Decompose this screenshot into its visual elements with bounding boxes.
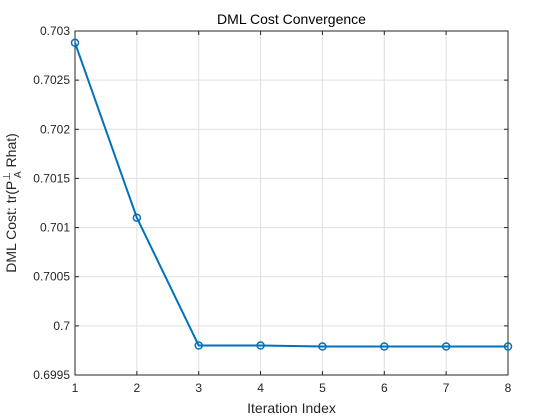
axes-box bbox=[74, 30, 509, 376]
series-line bbox=[74, 42, 508, 348]
y-axis-label-rest: Rhat) bbox=[3, 133, 19, 171]
x-tick-label: 6 bbox=[381, 381, 388, 395]
data-point bbox=[256, 341, 265, 350]
data-point bbox=[380, 342, 389, 351]
y-tick-label: 0.7005 bbox=[33, 270, 70, 284]
data-point bbox=[503, 342, 513, 351]
data-point bbox=[441, 342, 451, 351]
plot-area bbox=[75, 31, 508, 375]
y-tick-label: 0.7015 bbox=[33, 171, 70, 185]
data-point bbox=[70, 38, 80, 48]
x-tick-label: 8 bbox=[505, 381, 512, 395]
series-group bbox=[70, 38, 513, 351]
y-tick-label: 0.701 bbox=[40, 221, 70, 235]
data-point bbox=[132, 213, 142, 222]
y-axis-label: DML Cost: tr(P⊥A Rhat) bbox=[2, 133, 24, 273]
data-point bbox=[194, 341, 203, 350]
y-tick-label: 0.7 bbox=[53, 319, 70, 333]
x-tick-label: 3 bbox=[195, 381, 202, 395]
x-axis-ticks: 1 2 3 4 5 6 7 8 bbox=[72, 31, 512, 395]
y-axis-ticks: 0.6995 0.7 0.7005 0.701 0.7015 0.702 0.7025 0.7… bbox=[33, 24, 508, 382]
y-axis-label-main: DML Cost: tr(P bbox=[3, 181, 19, 273]
y-axis-label-superscript: ⊥ bbox=[2, 172, 13, 181]
chart-title: DML Cost Convergence bbox=[217, 11, 366, 27]
y-tick-label: 0.703 bbox=[40, 24, 70, 38]
y-axis-label-subscript: A bbox=[13, 171, 24, 178]
x-tick-label: 5 bbox=[319, 381, 326, 395]
x-tick-label: 2 bbox=[134, 381, 141, 395]
y-tick-label: 0.702 bbox=[40, 122, 70, 136]
grid-lines bbox=[74, 30, 509, 376]
x-tick-label: 1 bbox=[72, 381, 79, 395]
x-tick-label: 7 bbox=[443, 381, 450, 395]
y-tick-label: 0.6995 bbox=[33, 368, 70, 382]
x-tick-label: 4 bbox=[257, 381, 264, 395]
y-tick-label: 0.7025 bbox=[33, 73, 70, 87]
data-point bbox=[318, 342, 327, 351]
x-axis-label: Iteration Index bbox=[247, 400, 336, 416]
axes-frame bbox=[74, 30, 509, 376]
